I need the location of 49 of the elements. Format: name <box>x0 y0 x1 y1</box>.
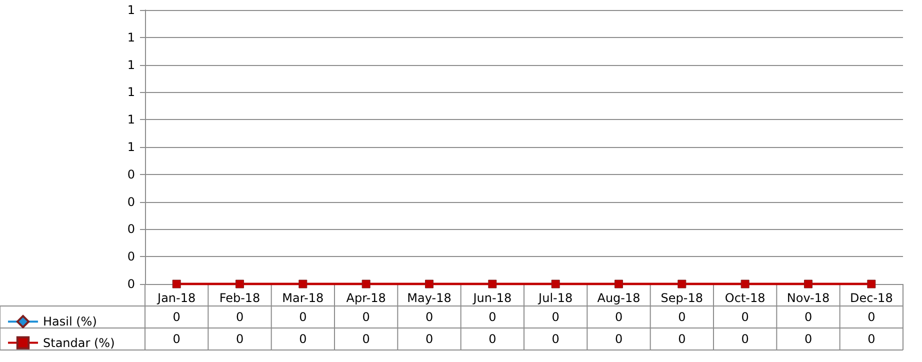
legend-label: Standar (%) <box>43 336 115 350</box>
y-tick-label: 1 <box>127 30 135 44</box>
x-tick-label: Jun-18 <box>472 291 512 305</box>
text: 0 <box>552 310 560 324</box>
y-tick-label: 1 <box>127 58 135 72</box>
x-tick-label: Mar-18 <box>282 291 324 305</box>
data-label: 0 <box>868 332 876 346</box>
text: 0 <box>172 310 180 324</box>
x-tick-label: Nov-18 <box>786 291 830 305</box>
text: 0 <box>614 310 623 324</box>
text: 0 <box>868 310 876 324</box>
x-tick-label: Dec-18 <box>850 291 893 305</box>
y-tick-label: 1 <box>127 3 135 17</box>
x-tick-label: Jul-18 <box>538 291 573 305</box>
x-tick-label: Sep-18 <box>660 291 704 305</box>
x-tick-label: Aug-18 <box>597 291 640 305</box>
data-label: 0 <box>678 332 686 346</box>
x-tick-label: Feb-18 <box>219 291 260 305</box>
text: 0 <box>236 310 244 324</box>
y-tick-label: 1 <box>127 140 135 154</box>
y-tick-label: 0 <box>127 167 135 182</box>
data-label: 0 <box>362 332 370 346</box>
y-tick-label: 1 <box>127 85 135 100</box>
data-label: 0 <box>172 332 180 346</box>
text: 0 <box>678 310 686 324</box>
data-label: 0 <box>804 332 812 346</box>
x-tick-label: Oct-18 <box>724 291 766 305</box>
legend-label: Hasil (%) <box>43 314 97 329</box>
data-label: 0 <box>614 332 623 346</box>
data-label: 0 <box>299 332 307 346</box>
text: 0 <box>425 310 434 324</box>
text: 0 <box>362 310 370 324</box>
y-tick-label: 0 <box>127 222 135 236</box>
text: 0 <box>299 310 307 324</box>
data-label: 0 <box>741 332 749 346</box>
x-tick-label: Apr-18 <box>346 291 386 305</box>
y-tick-label: 0 <box>127 194 135 209</box>
text: 0 <box>741 310 749 324</box>
text: 0 <box>488 310 496 324</box>
y-tick-label: 0 <box>127 250 135 264</box>
data-label: 0 <box>552 332 560 346</box>
data-label: 0 <box>488 332 496 346</box>
data-label: 0 <box>425 332 434 346</box>
data-label: 0 <box>236 332 244 346</box>
x-tick-label: Jan-18 <box>156 291 196 305</box>
text: 0 <box>804 310 812 324</box>
y-tick-label: 1 <box>127 112 135 127</box>
y-tick-label: 0 <box>127 277 135 291</box>
x-tick-label: May-18 <box>407 291 452 305</box>
